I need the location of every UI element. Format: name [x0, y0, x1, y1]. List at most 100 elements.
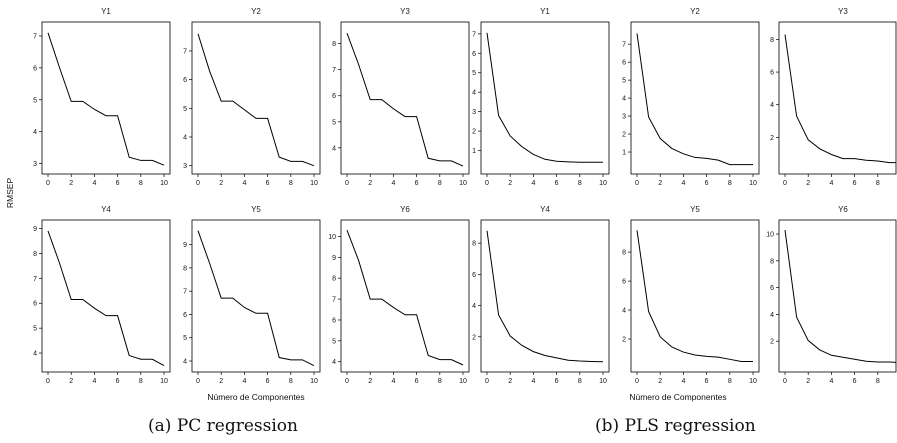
y-tick-label: 6 [33, 65, 37, 72]
caption-b-text: PLS regression [624, 416, 756, 436]
y-tick-label: 2 [770, 339, 774, 346]
y-tick-label: 4 [472, 90, 476, 97]
panel-a-y4: Y4 0 2 4 6 8 10 4 5 6 7 8 9 [33, 205, 171, 385]
caption-a-text: PC regression [176, 416, 298, 436]
x-tick-label: 2 [368, 378, 372, 385]
series-line [636, 230, 753, 362]
x-tick-label: 4 [829, 378, 833, 385]
panel-frame [630, 219, 760, 373]
x-tick-label: 6 [705, 180, 709, 187]
series-line [784, 229, 896, 363]
x-tick-label: 10 [160, 180, 168, 187]
x-tick-label: 0 [196, 180, 200, 187]
series-line [636, 33, 753, 166]
y-tick-label: 4 [183, 359, 187, 366]
y-tick-label: 1 [622, 150, 626, 157]
x-tick-label: 0 [783, 378, 787, 385]
y-tick-label: 7 [183, 48, 187, 55]
panel-frame [191, 219, 321, 373]
y-tick-label: 8 [33, 251, 37, 258]
y-tick-label: 5 [332, 338, 336, 345]
panel-frame [340, 21, 470, 175]
y-tick-label: 8 [183, 265, 187, 272]
x-tick-label: 0 [783, 180, 787, 187]
x-tick-label: 10 [310, 378, 318, 385]
x-tick-label: 2 [219, 378, 223, 385]
x-tick-label: 8 [728, 378, 732, 385]
series-line [486, 32, 603, 163]
x-tick-label: 6 [415, 378, 419, 385]
series-line [197, 33, 315, 167]
panel-b-y3: Y3 0 2 4 6 8 2 4 6 8 [770, 7, 897, 187]
x-tick-label: 6 [266, 378, 270, 385]
x-tick-label: 2 [806, 180, 810, 187]
panel-a-y2: Y2 0 2 4 6 8 10 3 4 5 6 7 [183, 7, 321, 187]
x-tick-label: 2 [368, 180, 372, 187]
y-tick-label: 4 [622, 96, 626, 103]
y-tick-label: 6 [622, 279, 626, 286]
y-tick-label: 5 [472, 70, 476, 77]
x-tick-label: 2 [508, 180, 512, 187]
y-tick-label: 5 [183, 106, 187, 113]
y-tick-label: 4 [33, 351, 37, 358]
x-tick-label: 8 [438, 180, 442, 187]
x-tick-label: 0 [46, 378, 50, 385]
y-tick-label: 9 [332, 255, 336, 262]
x-tick-label: 10 [599, 180, 607, 187]
x-tick-label: 4 [92, 180, 96, 187]
series-line [47, 32, 165, 166]
panel-a-y1: Y1 0 2 4 6 8 10 3 4 5 6 7 [33, 7, 171, 187]
x-tick-label: 10 [160, 378, 168, 385]
panel-title: Y5 [251, 205, 261, 214]
y-tick-label: 8 [770, 258, 774, 265]
y-tick-label: 4 [770, 102, 774, 109]
x-tick-label: 0 [196, 378, 200, 385]
y-tick-label: 7 [472, 31, 476, 38]
panel-title: Y2 [690, 7, 700, 16]
x-tick-label: 0 [46, 180, 50, 187]
y-tick-label: 6 [622, 60, 626, 67]
caption-b-tag: (b) [595, 416, 620, 436]
x-tick-label: 4 [92, 378, 96, 385]
y-tick-label: 4 [770, 312, 774, 319]
y-tick-label: 4 [622, 308, 626, 315]
x-tick-label: 0 [345, 180, 349, 187]
series-line [197, 230, 315, 367]
panel-title: Y4 [540, 205, 550, 214]
x-tick-label: 8 [139, 378, 143, 385]
panel-b-y6: Y6 0 2 4 6 8 2 4 6 8 10 [766, 205, 897, 385]
y-tick-label: 3 [472, 109, 476, 116]
panel-a-y5: Y5 0 2 4 6 8 10 4 5 6 7 8 9 [183, 205, 321, 385]
x-tick-label: 4 [829, 180, 833, 187]
y-tick-label: 3 [622, 114, 626, 121]
x-tick-label: 4 [242, 378, 246, 385]
panel-frame [191, 21, 321, 175]
series-line [346, 230, 464, 366]
x-tick-label: 10 [310, 180, 318, 187]
x-tick-label: 8 [876, 180, 880, 187]
panel-title: Y2 [251, 7, 261, 16]
x-tick-label: 10 [749, 180, 757, 187]
x-tick-label: 0 [485, 180, 489, 187]
panel-title: Y1 [540, 7, 550, 16]
y-tick-label: 7 [33, 276, 37, 283]
y-tick-label: 1 [472, 148, 476, 155]
x-tick-label: 10 [599, 378, 607, 385]
x-tick-label: 2 [69, 180, 73, 187]
panel-frame [41, 21, 171, 175]
caption-a-tag: (a) [148, 416, 172, 436]
x-tick-label: 4 [681, 378, 685, 385]
y-tick-label: 4 [472, 303, 476, 310]
series-line [784, 34, 896, 164]
y-tick-label: 10 [328, 234, 336, 241]
y-tick-label: 5 [622, 78, 626, 85]
x-tick-label: 0 [635, 180, 639, 187]
x-tick-label: 2 [69, 378, 73, 385]
x-tick-label: 6 [555, 378, 559, 385]
x-tick-label: 6 [266, 180, 270, 187]
series-line [346, 33, 464, 167]
y-tick-label: 8 [472, 241, 476, 248]
